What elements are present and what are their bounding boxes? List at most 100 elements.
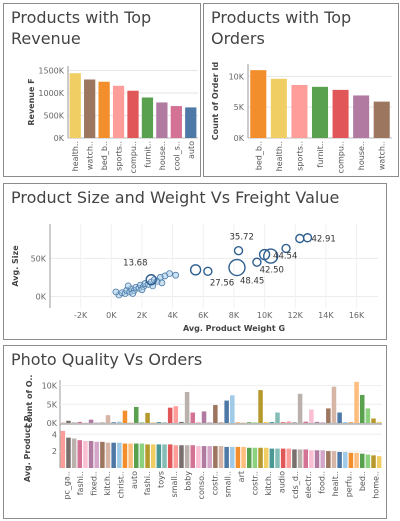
photo-bar [218, 446, 224, 468]
x-tick-label: 12K [288, 311, 304, 320]
x-tick-label: house.. [357, 141, 366, 170]
order-bar [94, 422, 99, 423]
x-tick-label: bed_b.. [100, 141, 109, 170]
photo-bar [309, 450, 314, 468]
photo-chart: 0K 5K 10K 2 4 Count of O..Avg. Product P.. pc_… [23, 375, 382, 500]
bar [291, 84, 308, 138]
x-tick-label: 2K [137, 311, 148, 320]
order-bar [139, 422, 145, 423]
y-tick-label: 10K [229, 72, 245, 81]
order-bar [309, 409, 314, 423]
order-bar [122, 410, 128, 423]
point-label: 42.91 [311, 235, 335, 245]
photo-bar [207, 446, 212, 468]
photo-bar [128, 443, 133, 468]
x-tick-label: furnit.. [143, 141, 152, 168]
x-tick-label: audio [277, 471, 286, 493]
x-tick-label: kitch.. [264, 471, 273, 496]
order-bar [77, 421, 83, 423]
y-tick-label: 2 [52, 447, 57, 456]
orders-chart: 0K 5K 10K Count of Order Id bed_b.. health.. s… [211, 62, 392, 173]
photo-title: Photo Quality Vs Orders [11, 350, 203, 369]
order-bar [111, 422, 116, 423]
scatter-title: Product Size and Weight Vs Freight Value [11, 188, 340, 207]
scatter-point [172, 271, 180, 279]
photo-bar [337, 451, 342, 468]
scatter-point [295, 233, 305, 244]
bar [156, 102, 168, 138]
order-bar [224, 400, 229, 423]
x-tick-label: health.. [275, 141, 284, 171]
scatter-point [138, 286, 146, 294]
x-tick-label: small.. [170, 471, 179, 497]
x-tick-label: 6K [198, 311, 209, 320]
order-bar [365, 408, 371, 423]
order-bar [337, 412, 342, 423]
order-bar [71, 422, 77, 423]
order-bar [320, 422, 325, 423]
order-bar [286, 421, 292, 423]
photo-bar [303, 449, 308, 468]
photo-bar [286, 448, 292, 468]
photo-bar [94, 441, 99, 468]
photo-bar [77, 440, 83, 468]
scatter-point [263, 248, 279, 264]
photo-bar [66, 437, 71, 468]
bar [353, 95, 370, 138]
x-tick-label: furnit.. [316, 141, 325, 168]
photo-bar [167, 444, 173, 468]
order-bar [258, 390, 263, 423]
photo-bar [100, 441, 105, 468]
photo-bar [263, 447, 269, 468]
y-axis-label: Count of Order Id [211, 62, 220, 141]
order-bar [88, 419, 94, 423]
x-axis-label: Avg. Product Weight G [183, 324, 285, 333]
order-bar [275, 412, 280, 423]
photo-bar [297, 449, 303, 468]
photo-bar [196, 446, 201, 468]
x-tick-label: cool_s.. [172, 141, 181, 171]
x-tick-label: compu.. [129, 141, 138, 173]
photo-bar [348, 452, 354, 468]
y-tick-label: 10K [42, 382, 58, 391]
order-bar [359, 394, 365, 423]
x-tick-label: sports.. [295, 141, 304, 171]
photo-bar [280, 448, 286, 468]
photo-bar [269, 448, 275, 468]
photo-bar [201, 446, 207, 468]
x-tick-label: bed_b.. [254, 141, 263, 170]
photo-bar [179, 445, 184, 468]
point-label: 35.72 [230, 233, 254, 243]
photo-bar [252, 447, 258, 468]
x-tick-label: costr.. [210, 471, 219, 495]
scatter-point [233, 246, 244, 256]
x-tick-label: health.. [71, 141, 80, 171]
order-bar [190, 412, 196, 423]
photo-bar [241, 446, 246, 468]
revenue-panel: Products with Top Revenue 0K 500K 1000K 150… [3, 3, 201, 177]
x-tick-label: small.. [224, 471, 233, 497]
bar [270, 78, 287, 138]
x-tick-label: sports.. [115, 141, 124, 171]
photo-bar [184, 445, 190, 468]
photo-bar [83, 441, 88, 468]
photo-bar [88, 441, 94, 468]
photo-bar [134, 443, 139, 468]
x-tick-label: art [237, 471, 246, 482]
x-tick-label: conso.. [197, 471, 206, 499]
photo-bar [371, 455, 376, 468]
order-bar [376, 421, 382, 423]
photo-panel: Photo Quality Vs Orders 0K 5K 10K 2 4 Count o… [3, 345, 387, 519]
photo-bar [162, 444, 167, 468]
x-tick-label: baby [183, 471, 192, 491]
y-tick-label: 0K [47, 419, 58, 428]
order-bar [207, 422, 212, 423]
point-label: 13.68 [123, 259, 147, 269]
order-bar [280, 422, 286, 423]
x-tick-label: compu.. [337, 141, 346, 173]
y-tick-label: 500K [43, 112, 64, 121]
order-bar [246, 422, 252, 423]
photo-bar [320, 450, 325, 468]
scatter-point [228, 258, 246, 277]
photo-bar [145, 444, 150, 468]
